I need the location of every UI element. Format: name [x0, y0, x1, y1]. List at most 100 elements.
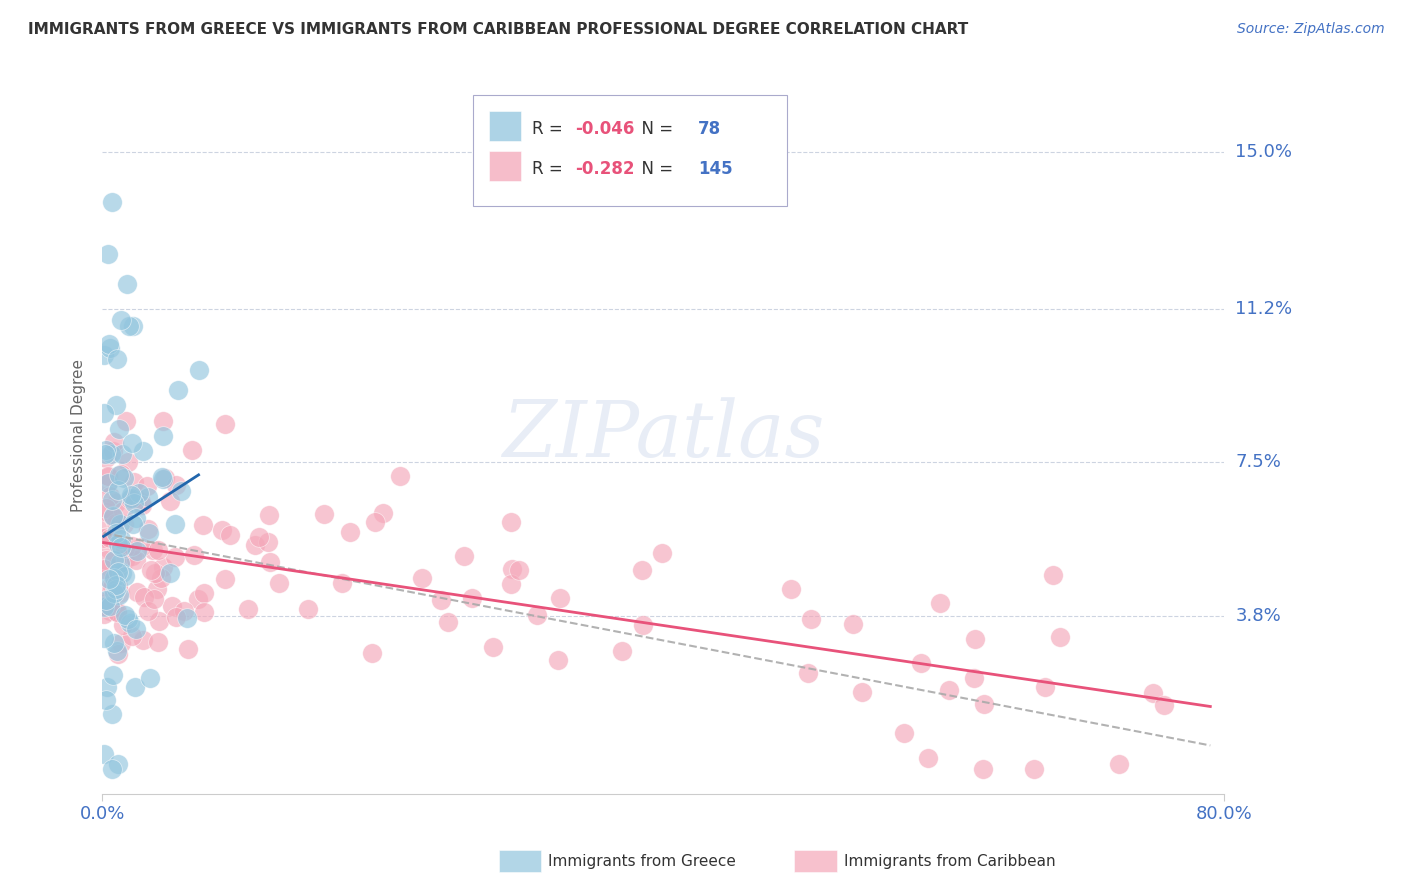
- Point: [143, 566, 166, 581]
- Point: [1142, 686, 1164, 700]
- Point: [100, 492, 122, 507]
- Point: [162, 599, 184, 613]
- Point: [125, 622, 148, 636]
- Point: [257, 534, 280, 549]
- Point: [973, 697, 995, 711]
- Point: [110, 467, 132, 482]
- Point: [124, 475, 146, 490]
- Point: [170, 483, 193, 498]
- Point: [247, 530, 270, 544]
- FancyBboxPatch shape: [489, 111, 520, 141]
- Point: [193, 605, 215, 619]
- Text: IMMIGRANTS FROM GREECE VS IMMIGRANTS FROM CARIBBEAN PROFESSIONAL DEGREE CORRELAT: IMMIGRANTS FROM GREECE VS IMMIGRANTS FRO…: [28, 22, 969, 37]
- Point: [136, 522, 159, 536]
- Point: [108, 468, 131, 483]
- Point: [167, 383, 190, 397]
- Point: [98, 541, 121, 556]
- Point: [107, 644, 129, 658]
- Point: [120, 488, 142, 502]
- Point: [94, 553, 117, 567]
- Point: [929, 596, 952, 610]
- Point: [193, 585, 215, 599]
- Point: [132, 444, 155, 458]
- Point: [98, 604, 121, 618]
- Point: [165, 517, 187, 532]
- Point: [461, 591, 484, 605]
- Point: [142, 543, 165, 558]
- Text: 78: 78: [697, 120, 721, 138]
- Point: [96, 477, 118, 491]
- Point: [129, 540, 152, 554]
- Point: [103, 435, 125, 450]
- Point: [104, 398, 127, 412]
- Text: -0.282: -0.282: [575, 161, 634, 178]
- Point: [910, 657, 932, 671]
- Point: [100, 446, 122, 460]
- Point: [411, 571, 433, 585]
- Point: [159, 494, 181, 508]
- Point: [97, 470, 120, 484]
- Point: [93, 607, 115, 622]
- Point: [499, 576, 522, 591]
- Point: [214, 417, 236, 431]
- Point: [135, 479, 157, 493]
- Point: [93, 747, 115, 761]
- Point: [96, 680, 118, 694]
- Point: [117, 455, 139, 469]
- Point: [121, 629, 143, 643]
- Point: [103, 571, 125, 585]
- Point: [104, 604, 127, 618]
- Point: [159, 566, 181, 581]
- Point: [104, 572, 127, 586]
- Point: [124, 496, 146, 510]
- Point: [332, 575, 354, 590]
- Point: [152, 429, 174, 443]
- Text: Immigrants from Caribbean: Immigrants from Caribbean: [844, 855, 1056, 869]
- Point: [122, 516, 145, 531]
- Point: [114, 541, 136, 555]
- Point: [108, 585, 131, 599]
- Point: [104, 564, 127, 578]
- Point: [93, 599, 115, 613]
- Point: [173, 604, 195, 618]
- Point: [132, 590, 155, 604]
- Point: [1049, 630, 1071, 644]
- Point: [364, 515, 387, 529]
- Point: [124, 680, 146, 694]
- Point: [187, 362, 209, 376]
- Point: [114, 607, 136, 622]
- Point: [453, 549, 475, 563]
- Point: [150, 469, 173, 483]
- Point: [153, 470, 176, 484]
- Point: [103, 508, 125, 523]
- Point: [610, 644, 633, 658]
- Point: [107, 588, 129, 602]
- Point: [107, 536, 129, 550]
- Point: [98, 580, 121, 594]
- Point: [117, 277, 139, 292]
- Point: [108, 557, 131, 571]
- Point: [136, 604, 159, 618]
- Point: [94, 516, 117, 530]
- Text: R =: R =: [531, 161, 568, 178]
- Point: [125, 511, 148, 525]
- Point: [124, 491, 146, 505]
- Point: [267, 575, 290, 590]
- Point: [97, 246, 120, 260]
- Text: Source: ZipAtlas.com: Source: ZipAtlas.com: [1237, 22, 1385, 37]
- Point: [193, 518, 215, 533]
- Point: [127, 585, 149, 599]
- Point: [1108, 756, 1130, 771]
- Point: [93, 594, 115, 608]
- Point: [148, 614, 170, 628]
- Point: [361, 646, 384, 660]
- Point: [98, 341, 121, 355]
- Point: [105, 582, 128, 597]
- Point: [111, 503, 134, 517]
- Point: [526, 607, 548, 622]
- Point: [152, 414, 174, 428]
- Point: [94, 531, 117, 545]
- Point: [100, 707, 122, 722]
- Point: [114, 568, 136, 582]
- Point: [94, 592, 117, 607]
